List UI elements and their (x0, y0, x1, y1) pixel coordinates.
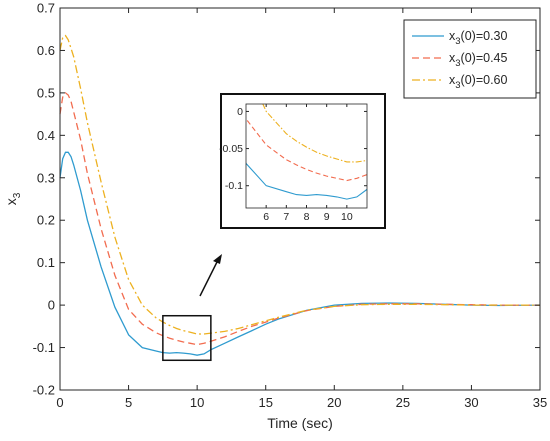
y-axis-title-subscript: 3 (12, 192, 23, 198)
plot-frame (59, 7, 541, 391)
inset-y-tick-label: -0.1 (225, 180, 243, 192)
y-axis-title: x3 (3, 192, 23, 205)
legend-label-main: x (449, 73, 456, 87)
inset-series-line-3 (262, 104, 367, 163)
legend-label-main: x (449, 29, 456, 43)
x-tick-label: 10 (190, 395, 204, 410)
plot-area (59, 34, 541, 356)
legend-label-subscript: 3 (455, 80, 460, 91)
x-tick-label: 0 (56, 395, 63, 410)
inset-border (220, 93, 386, 229)
y-tick-label: -0.1 (33, 340, 55, 355)
zoom-indicator (162, 254, 222, 362)
zoom-arrow-shaft (199, 261, 218, 297)
x-tick-label: 25 (396, 395, 410, 410)
series-line-1 (59, 151, 541, 356)
series-line-2 (59, 91, 540, 346)
y-tick-label: 0.6 (37, 43, 55, 58)
inset-x-tick-label: 10 (341, 211, 353, 223)
inset-y-tick-label: -0.05 (219, 143, 243, 155)
inset-plot-area (246, 104, 367, 200)
legend-label-3: x3(0)=0.60 (449, 73, 508, 91)
legend-label-rest: (0)=0.45 (461, 51, 508, 65)
legend-label-rest: (0)=0.60 (461, 73, 508, 87)
axes: 0 5 10 15 20 25 30 35-0.2-0.100.10.20.30.40.50.… (33, 1, 548, 411)
y-tick-label: 0.7 (37, 1, 55, 16)
legend-label-subscript: 3 (455, 36, 460, 47)
x-tick-label: 5 (125, 395, 132, 410)
inset-chart: 6 7 8 9 10 0 -0.05 -0.1 (219, 93, 386, 229)
y-tick-label: 0.4 (37, 128, 55, 143)
inset-x-tick-label: 9 (324, 211, 330, 223)
x-axis-title: Time (sec) (267, 415, 333, 431)
series-line-3 (59, 34, 540, 335)
zoom-arrow-head (213, 254, 222, 264)
legend-label-subscript: 3 (455, 58, 460, 69)
x-tick-label: 15 (258, 395, 272, 410)
legend-label-2: x3(0)=0.45 (449, 51, 508, 69)
legend-label-main: x (449, 51, 456, 65)
legend-label-1: x3(0)=0.30 (449, 29, 508, 47)
x-tick-label: 20 (327, 395, 341, 410)
y-tick-label: 0.3 (37, 170, 55, 185)
inset-x-tick-label: 8 (304, 211, 310, 223)
y-tick-label: -0.2 (33, 383, 55, 398)
y-tick-label: 0.2 (37, 213, 55, 228)
y-tick-label: 0.5 (37, 85, 55, 100)
legend-label-rest: (0)=0.30 (461, 29, 508, 43)
inset-series-line-1 (246, 161, 367, 200)
inset-y-tick-label: 0 (237, 106, 243, 118)
inset-x-tick-label: 7 (283, 211, 289, 223)
y-tick-label: 0.1 (37, 255, 55, 270)
y-tick-label: 0 (48, 298, 55, 313)
legend-box (403, 19, 537, 99)
inset-x-tick-label: 6 (263, 211, 269, 223)
x-tick-label: 35 (533, 395, 547, 410)
zoom-region-box (162, 314, 212, 362)
x-tick-label: 30 (464, 395, 478, 410)
y-axis-title-main: x (3, 198, 19, 205)
